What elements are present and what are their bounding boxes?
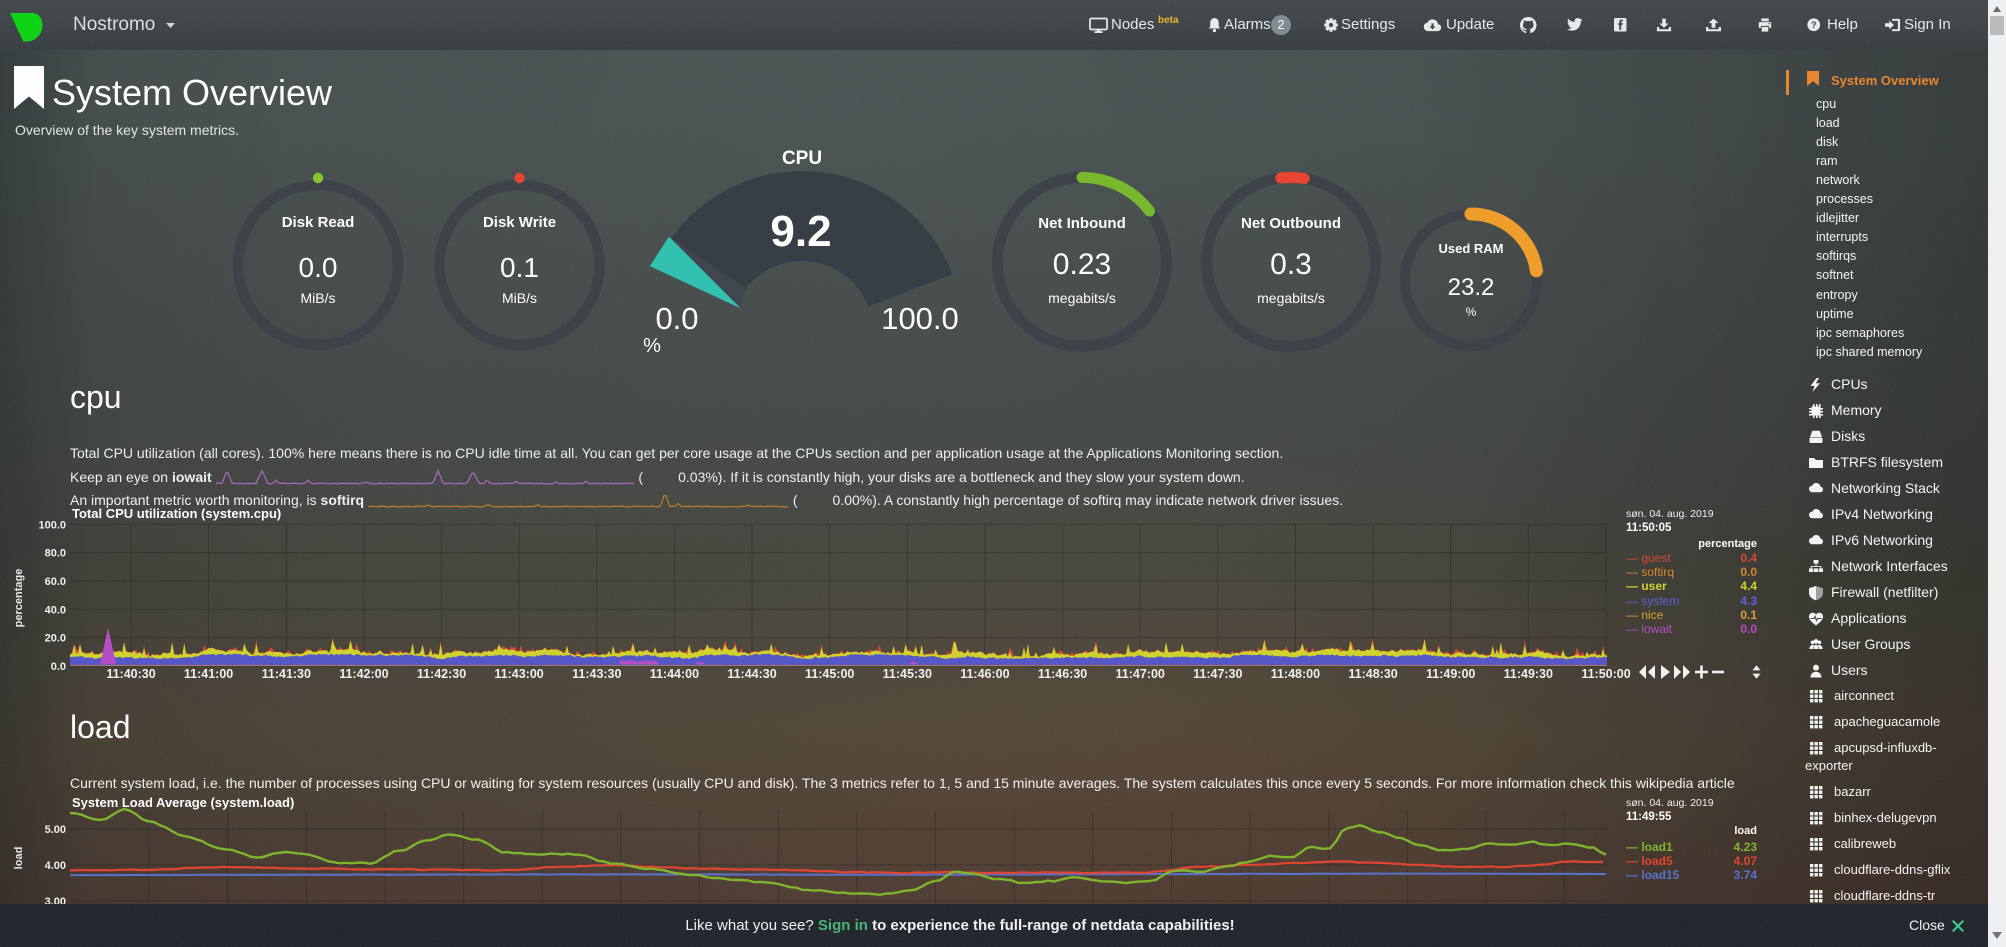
- svg-text:load: load: [13, 847, 25, 870]
- svg-text:11:41:00: 11:41:00: [184, 667, 233, 681]
- svg-text:11:49:00: 11:49:00: [1426, 667, 1475, 681]
- svg-text:11:48:30: 11:48:30: [1348, 667, 1397, 681]
- svg-text:11:45:00: 11:45:00: [805, 667, 854, 681]
- svg-text:4.00: 4.00: [45, 860, 66, 872]
- svg-text:40.0: 40.0: [45, 604, 66, 616]
- svg-text:5.00: 5.00: [45, 824, 66, 836]
- svg-text:Total CPU utilization (system.: Total CPU utilization (system.cpu): [72, 506, 281, 521]
- svg-text:11:49:30: 11:49:30: [1504, 667, 1553, 681]
- svg-text:11:43:00: 11:43:00: [494, 667, 543, 681]
- svg-text:60.0: 60.0: [45, 576, 66, 588]
- svg-text:11:47:30: 11:47:30: [1193, 667, 1242, 681]
- svg-text:?: ?: [1811, 20, 1817, 30]
- svg-text:System Load Average (system.lo: System Load Average (system.load): [72, 795, 294, 810]
- svg-text:11:46:00: 11:46:00: [960, 667, 1009, 681]
- svg-text:11:44:30: 11:44:30: [727, 667, 776, 681]
- svg-text:11:47:00: 11:47:00: [1116, 667, 1165, 681]
- svg-text:percentage: percentage: [13, 569, 25, 628]
- svg-text:100.0: 100.0: [38, 519, 66, 531]
- svg-text:11:42:00: 11:42:00: [339, 667, 388, 681]
- svg-text:11:42:30: 11:42:30: [417, 667, 466, 681]
- svg-text:11:44:00: 11:44:00: [650, 667, 699, 681]
- svg-text:11:46:30: 11:46:30: [1038, 667, 1087, 681]
- svg-text:0.0: 0.0: [51, 661, 66, 673]
- svg-text:11:41:30: 11:41:30: [262, 667, 311, 681]
- svg-text:11:48:00: 11:48:00: [1271, 667, 1320, 681]
- svg-text:20.0: 20.0: [45, 633, 66, 645]
- svg-text:80.0: 80.0: [45, 548, 66, 560]
- svg-text:11:43:30: 11:43:30: [572, 667, 621, 681]
- svg-text:11:40:30: 11:40:30: [106, 667, 155, 681]
- svg-text:11:50:00: 11:50:00: [1581, 667, 1630, 681]
- svg-text:11:45:30: 11:45:30: [883, 667, 932, 681]
